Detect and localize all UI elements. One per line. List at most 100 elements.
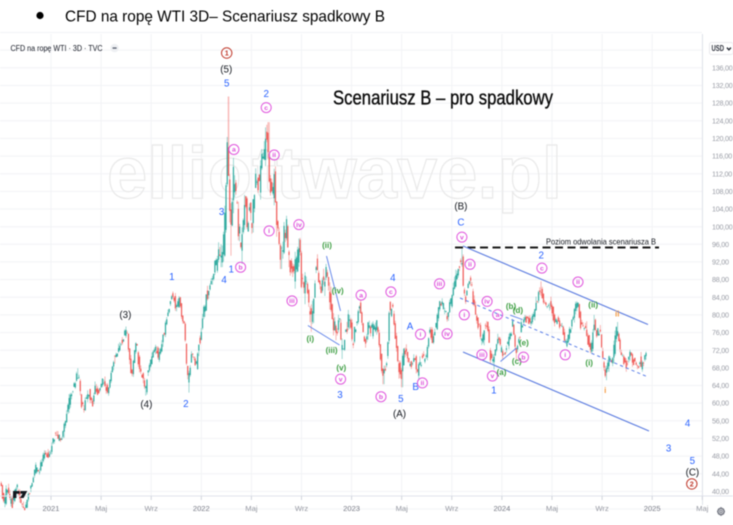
svg-text:Maj: Maj [546,504,559,513]
svg-text:(iii): (iii) [326,346,338,355]
svg-text:120,00: 120,00 [712,134,733,143]
svg-text:2025: 2025 [644,504,661,513]
svg-text:116,00: 116,00 [712,152,732,161]
svg-text:elliottwave.pl: elliottwave.pl [107,133,562,214]
svg-text:Maj: Maj [245,504,258,513]
svg-text:(e): (e) [519,338,529,347]
svg-text:5: 5 [398,394,404,405]
svg-text:88,00: 88,00 [712,275,729,284]
svg-text:(v): (v) [336,364,346,373]
svg-text:1: 1 [225,49,229,58]
svg-text:(c): (c) [512,357,522,366]
svg-text:60,00: 60,00 [712,399,729,408]
svg-text:iv: iv [296,222,302,229]
svg-text:(ii): (ii) [322,241,332,250]
svg-text:84,00: 84,00 [712,293,729,302]
svg-text:48,00: 48,00 [712,452,729,461]
svg-text:(5): (5) [220,64,232,75]
svg-text:2023: 2023 [343,504,360,513]
svg-text:2021: 2021 [43,504,60,513]
svg-text:52,00: 52,00 [712,434,729,443]
svg-text:2: 2 [690,480,694,489]
svg-text:a: a [232,147,236,154]
svg-text:5: 5 [690,456,696,467]
svg-text:(b): (b) [506,302,517,311]
svg-text:100,00: 100,00 [712,222,733,231]
svg-text:v: v [460,234,464,241]
svg-text:c: c [540,265,544,272]
svg-text:a: a [496,312,500,319]
svg-text:(4): (4) [140,399,152,410]
svg-text:1: 1 [228,265,233,276]
svg-text:b: b [379,394,383,401]
svg-text:4: 4 [221,275,227,286]
svg-text:(A): (A) [393,409,406,420]
svg-text:4: 4 [390,273,396,284]
svg-text:124,00: 124,00 [712,116,733,125]
svg-text:72,00: 72,00 [712,346,729,355]
svg-text:Wrz: Wrz [145,504,159,513]
svg-text:44,00: 44,00 [712,469,729,478]
svg-text:68,00: 68,00 [712,364,729,373]
svg-text:v: v [491,373,495,380]
svg-text:136,00: 136,00 [712,63,733,72]
svg-text:92,00: 92,00 [712,258,729,267]
svg-text:i: i [604,386,606,395]
svg-text:Maj: Maj [95,504,108,513]
svg-text:C: C [457,217,464,228]
svg-text:108,00: 108,00 [712,187,733,196]
svg-text:ii: ii [576,279,580,286]
svg-text:ii: ii [468,262,472,269]
svg-text:2: 2 [263,89,268,100]
svg-text:iii: iii [479,352,485,359]
svg-text:(iv): (iv) [332,287,344,296]
svg-text:40,00: 40,00 [712,487,729,496]
svg-text:iv: iv [484,299,490,306]
svg-text:(C): (C) [686,467,700,478]
svg-text:96,00: 96,00 [712,240,729,249]
svg-text:iii: iii [437,281,443,288]
svg-text:iv: iv [444,331,450,338]
svg-text:Maj: Maj [396,504,409,513]
svg-text:ii: ii [615,310,619,319]
svg-text:Scenariusz B – pro spadkowy: Scenariusz B – pro spadkowy [333,88,553,110]
svg-text:3: 3 [666,443,672,454]
svg-text:Maj: Maj [696,504,709,513]
svg-text:1: 1 [169,272,174,283]
svg-text:USD: USD [712,44,725,53]
svg-text:4: 4 [685,418,691,429]
svg-text:b: b [239,264,243,271]
svg-text:3: 3 [337,390,343,401]
svg-text:b: b [521,354,525,361]
svg-text:c: c [264,105,268,112]
svg-text:i: i [463,312,465,319]
svg-text:(ii): (ii) [588,300,598,309]
svg-text:3: 3 [219,207,225,218]
svg-text:i: i [420,332,422,339]
svg-text:Wrz: Wrz [595,504,609,513]
svg-text:104,00: 104,00 [712,205,733,214]
svg-text:(i): (i) [307,335,315,344]
svg-text:2: 2 [183,399,188,410]
svg-text:2022: 2022 [193,504,210,513]
svg-text:64,00: 64,00 [712,381,729,390]
svg-text:2024: 2024 [493,504,510,513]
svg-text:(i): (i) [585,358,593,367]
svg-text:128,00: 128,00 [712,99,733,108]
svg-text:(a): (a) [497,368,507,377]
svg-text:a: a [359,292,363,299]
svg-text:CFD na ropę WTI 3D– Scenariusz: CFD na ropę WTI 3D– Scenariusz spadkowy … [65,9,385,26]
svg-text:CFD na ropę WTI · 3D · TVC: CFD na ropę WTI · 3D · TVC [11,43,103,53]
svg-text:1: 1 [491,386,496,397]
svg-text:Wrz: Wrz [445,504,459,513]
svg-text:B: B [412,382,419,393]
svg-text:i: i [564,352,566,359]
svg-text:76,00: 76,00 [712,328,729,337]
svg-text:ii: ii [272,152,276,159]
svg-text:ii: ii [421,380,425,387]
svg-text:(d): (d) [513,306,524,315]
svg-text:56,00: 56,00 [712,416,729,425]
svg-text:132,00: 132,00 [712,81,733,90]
svg-text:5: 5 [224,79,230,90]
svg-text:2: 2 [538,251,543,262]
